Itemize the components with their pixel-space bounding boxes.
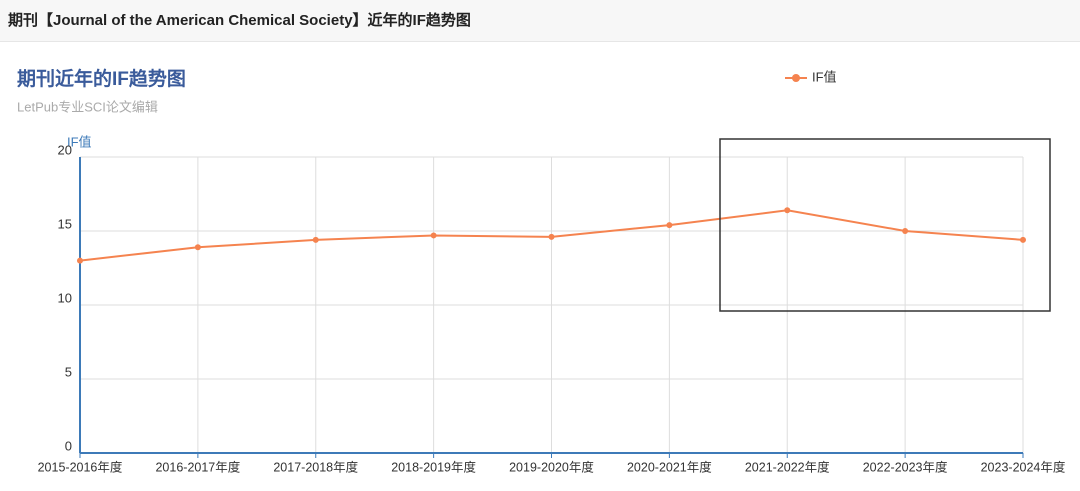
point bbox=[902, 228, 909, 234]
x-tick-label: 2015-2016年度 bbox=[38, 459, 123, 474]
chart-subtitle: LetPub专业SCI论文编辑 bbox=[17, 99, 158, 114]
point bbox=[77, 257, 83, 264]
chart: 期刊近年的IF趋势图 LetPub专业SCI论文编辑 IF值 051015202… bbox=[17, 67, 1066, 474]
y-tick-label: 0 bbox=[65, 438, 72, 453]
page-header: 期刊【Journal of the American Chemical Soci… bbox=[0, 0, 1080, 42]
point bbox=[430, 232, 437, 239]
y-axis-label: IF值 bbox=[67, 134, 92, 149]
point bbox=[666, 222, 673, 229]
x-tick-label: 2016-2017年度 bbox=[155, 459, 240, 474]
point bbox=[548, 233, 555, 240]
y-tick-label: 5 bbox=[65, 364, 72, 379]
highlight-box bbox=[719, 138, 1051, 312]
x-tick-label: 2017-2018年度 bbox=[273, 459, 358, 474]
y-tick-label: 15 bbox=[58, 216, 72, 231]
x-tick-label: 2018-2019年度 bbox=[391, 459, 476, 474]
x-tick-label: 2021-2022年度 bbox=[745, 459, 830, 474]
chart-title: 期刊近年的IF趋势图 bbox=[17, 67, 186, 90]
point bbox=[1020, 236, 1026, 243]
legend-marker bbox=[792, 74, 800, 82]
x-tick-label: 2023-2024年度 bbox=[981, 459, 1066, 474]
point bbox=[784, 207, 791, 214]
point bbox=[312, 236, 319, 243]
y-tick-label: 20 bbox=[58, 142, 72, 157]
y-tick-label: 10 bbox=[58, 290, 72, 305]
legend-label: IF值 bbox=[812, 69, 837, 84]
point bbox=[194, 244, 201, 251]
x-tick-label: 2022-2023年度 bbox=[863, 459, 948, 474]
x-tick-label: 2020-2021年度 bbox=[627, 459, 712, 474]
x-tick-label: 2019-2020年度 bbox=[509, 459, 594, 474]
